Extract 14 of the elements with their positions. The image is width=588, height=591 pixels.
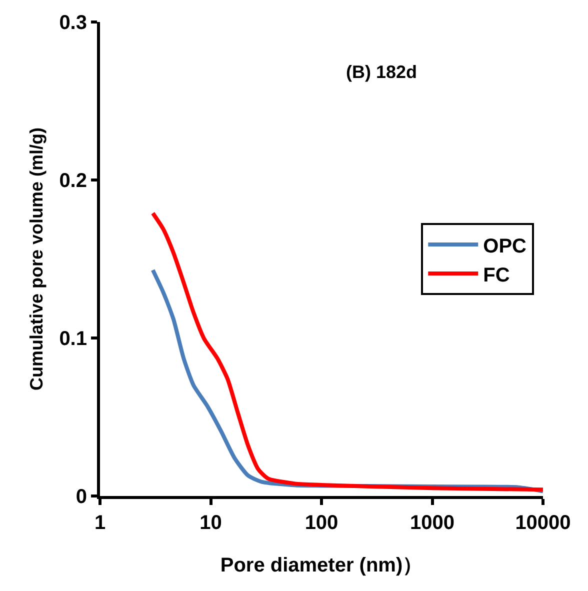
x-axis-title: Pore diameter (nm)） xyxy=(220,554,423,576)
x-tick-label: 10 xyxy=(200,512,222,534)
annotation: (B) 182d xyxy=(346,62,418,82)
x-tick-label: 100 xyxy=(304,512,338,534)
y-tick-label: 0 xyxy=(76,486,87,508)
y-tick-label: 0.1 xyxy=(59,328,87,350)
y-axis-title: Cumulative pore volume (ml/g) xyxy=(26,127,46,391)
legend-label: OPC xyxy=(483,235,526,258)
x-tick-label: 1 xyxy=(94,512,106,534)
x-tick-label: 10000 xyxy=(515,512,571,534)
y-tick-label: 0.3 xyxy=(59,12,87,34)
legend-label: FC xyxy=(483,264,510,286)
x-tick-label: 1000 xyxy=(410,512,454,534)
y-tick-label: 0.2 xyxy=(59,170,87,192)
